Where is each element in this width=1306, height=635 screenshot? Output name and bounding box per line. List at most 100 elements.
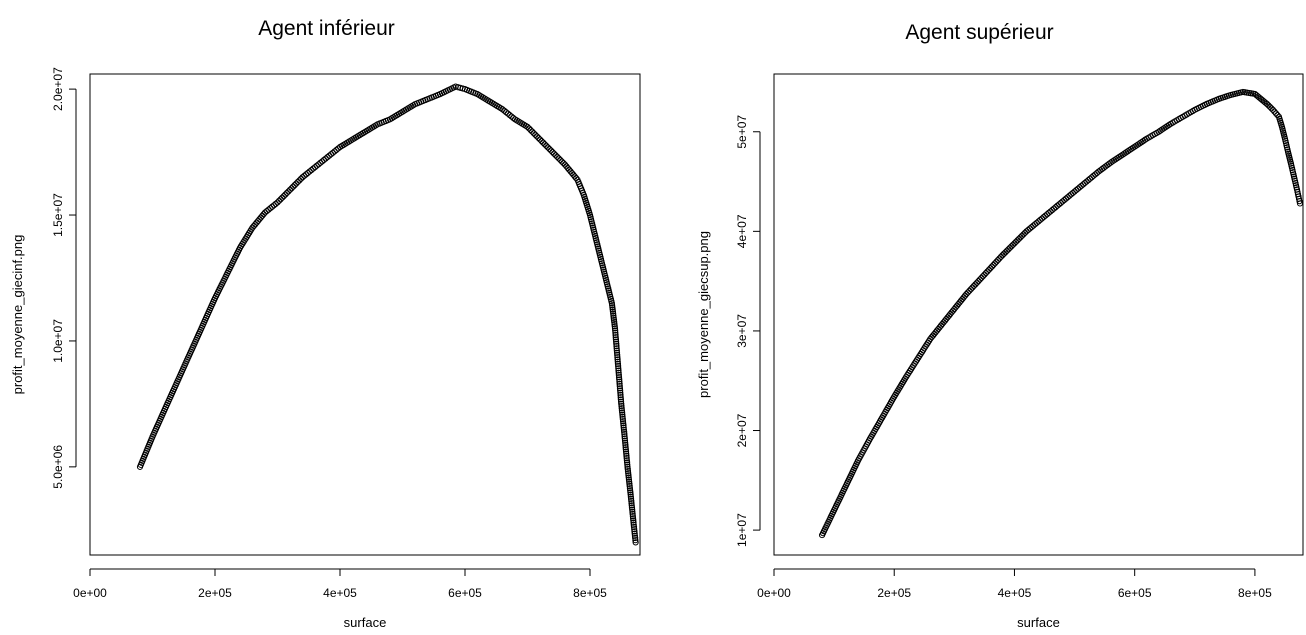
data-point	[297, 175, 305, 182]
data-point	[610, 310, 617, 317]
data-point	[608, 300, 615, 307]
data-point	[279, 194, 286, 201]
data-point	[272, 200, 279, 207]
plot-frame	[89, 73, 641, 556]
data-point	[631, 532, 639, 539]
data-point	[623, 455, 630, 462]
data-point	[629, 506, 636, 513]
x-tick-label: 8e+05	[573, 586, 607, 600]
data-point	[620, 422, 627, 429]
data-point	[546, 145, 553, 153]
data-point	[1272, 110, 1280, 117]
data-point	[290, 183, 297, 190]
data-point	[615, 367, 622, 374]
data-point	[614, 358, 621, 365]
data-point	[540, 139, 547, 146]
data-point	[296, 177, 303, 184]
data-point	[628, 500, 635, 507]
x-tick-label: 4e+05	[998, 586, 1032, 600]
y-tick-label: 4e+07	[735, 214, 749, 248]
chart-panel-right: Agent supérieur 0e+00 2e+05 4e+05 6e+05 8e+0…	[653, 0, 1306, 635]
data-point	[630, 517, 637, 524]
data-point	[622, 439, 629, 446]
data-point	[538, 137, 545, 145]
data-point	[616, 383, 623, 390]
data-point	[617, 396, 624, 403]
data-point	[623, 452, 630, 460]
data-point	[293, 180, 300, 187]
data-point	[550, 150, 558, 157]
data-point	[618, 402, 625, 410]
x-tick-label: 6e+05	[448, 586, 482, 600]
chart-title: Agent inférieur	[258, 17, 395, 40]
data-point	[627, 493, 634, 500]
data-point	[621, 435, 628, 442]
data-point	[557, 156, 564, 164]
data-point	[617, 389, 624, 396]
data-point	[627, 495, 635, 502]
y-tick-label: 1.5e+07	[51, 193, 65, 237]
data-point	[277, 196, 284, 203]
data-point	[619, 418, 627, 425]
data-point	[622, 444, 629, 451]
data-point	[280, 193, 287, 200]
data-point	[288, 185, 295, 192]
data-point	[623, 459, 631, 466]
data-point	[615, 363, 622, 370]
data-point	[625, 472, 632, 479]
data-point	[554, 153, 561, 160]
data-point	[614, 354, 621, 361]
data-point	[616, 376, 623, 383]
data-point	[615, 374, 623, 381]
data-point	[627, 489, 634, 496]
chart-title: Agent supérieur	[905, 21, 1054, 44]
x-tick-label: 2e+05	[198, 586, 232, 600]
data-point	[628, 497, 635, 505]
y-tick-label: 3e+07	[735, 314, 749, 348]
y-axis-label: profit_moyenne_giecinf.png	[10, 235, 25, 395]
data-point	[631, 530, 638, 537]
data-point	[632, 534, 639, 542]
data-point	[283, 189, 290, 197]
data-point	[630, 523, 638, 531]
data-point	[552, 152, 559, 159]
data-point	[525, 125, 533, 132]
data-point	[529, 128, 536, 135]
data-point	[260, 211, 267, 218]
data-point	[530, 130, 537, 137]
data-point	[616, 385, 624, 392]
data-point	[619, 411, 626, 418]
data-point	[1271, 108, 1278, 115]
data-points	[136, 83, 639, 546]
data-point	[618, 405, 625, 412]
data-point	[527, 126, 534, 134]
data-point	[610, 312, 617, 319]
data-point	[616, 380, 623, 388]
data-point	[617, 391, 624, 399]
data-point	[611, 318, 618, 326]
y-axis-label: profit_moyenne_giecsup.png	[696, 231, 711, 398]
data-point	[558, 158, 565, 165]
data-point	[619, 409, 626, 416]
chart-right-svg: 0e+00 2e+05 4e+05 6e+05 8e+05 1e+07 2e+07 3e+07…	[696, 73, 1304, 630]
data-point	[614, 360, 622, 368]
data-point	[614, 351, 621, 359]
data-point	[622, 448, 630, 455]
data-point	[547, 147, 555, 154]
data-point	[613, 338, 620, 345]
data-point	[630, 519, 637, 526]
x-tick-label: 6e+05	[1118, 586, 1152, 600]
data-point	[621, 433, 628, 440]
x-tick-label: 4e+05	[323, 586, 357, 600]
data-point	[626, 482, 633, 490]
plot-frame	[773, 73, 1304, 556]
data-point	[630, 521, 637, 528]
x-tick-label: 0e+00	[757, 586, 791, 600]
data-point	[613, 340, 620, 348]
data-point	[615, 369, 622, 376]
data-point	[632, 537, 639, 544]
y-tick-label: 2.0e+07	[51, 67, 65, 111]
data-point	[536, 136, 544, 143]
data-point	[611, 321, 618, 328]
data-point	[619, 413, 626, 420]
